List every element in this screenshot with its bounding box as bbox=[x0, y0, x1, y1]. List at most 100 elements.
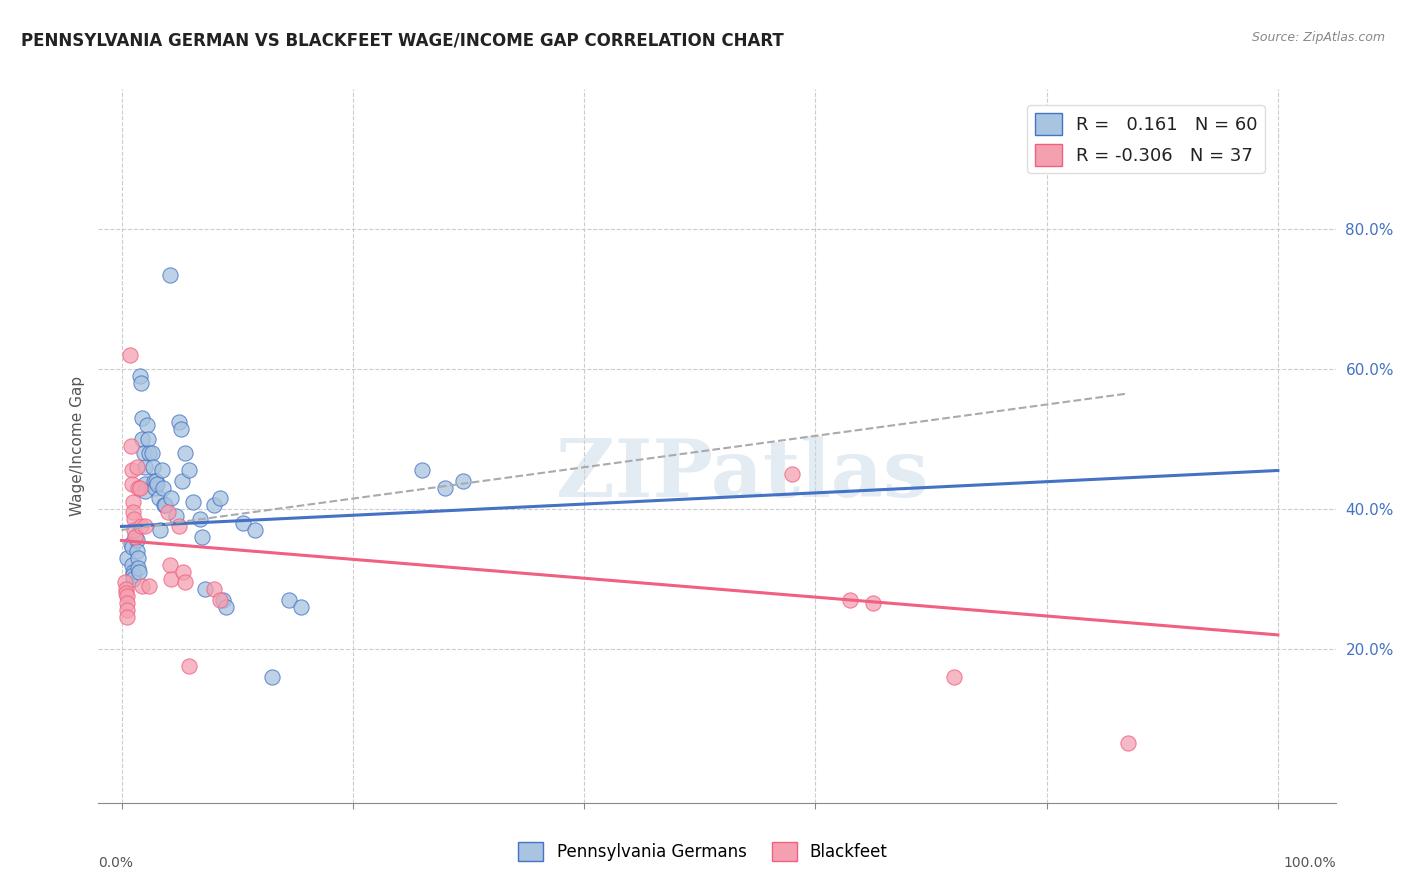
Point bbox=[138, 579, 160, 593]
Point bbox=[202, 499, 225, 513]
Point bbox=[127, 550, 149, 565]
Point bbox=[159, 268, 181, 282]
Legend: R =   0.161   N = 60, R = -0.306   N = 37: R = 0.161 N = 60, R = -0.306 N = 37 bbox=[1028, 105, 1265, 173]
Point bbox=[122, 512, 145, 526]
Point bbox=[1116, 736, 1139, 750]
Point bbox=[129, 519, 152, 533]
Point bbox=[125, 544, 148, 558]
Point bbox=[129, 481, 152, 495]
Point bbox=[142, 460, 165, 475]
Point bbox=[122, 568, 145, 582]
Point bbox=[862, 596, 884, 610]
Point bbox=[128, 565, 150, 579]
Point bbox=[131, 432, 153, 446]
Point bbox=[839, 593, 862, 607]
Point bbox=[145, 474, 167, 488]
Point bbox=[153, 499, 176, 513]
Point bbox=[169, 519, 191, 533]
Point bbox=[115, 586, 138, 600]
Point bbox=[142, 474, 165, 488]
Point bbox=[127, 481, 149, 495]
Point bbox=[120, 537, 142, 551]
Point bbox=[124, 530, 146, 544]
Point bbox=[121, 541, 143, 555]
Point bbox=[129, 376, 152, 390]
Point bbox=[177, 463, 200, 477]
Point bbox=[127, 561, 149, 575]
Point bbox=[132, 446, 155, 460]
Point bbox=[260, 670, 283, 684]
Point bbox=[134, 460, 156, 475]
Point bbox=[134, 477, 156, 491]
Legend: Pennsylvania Germans, Blackfeet: Pennsylvania Germans, Blackfeet bbox=[512, 835, 894, 868]
Point bbox=[122, 572, 145, 586]
Point bbox=[169, 421, 191, 435]
Point bbox=[188, 512, 211, 526]
Point bbox=[243, 523, 266, 537]
Point bbox=[174, 575, 197, 590]
Point bbox=[136, 432, 159, 446]
Point bbox=[290, 599, 312, 614]
Text: PENNSYLVANIA GERMAN VS BLACKFEET WAGE/INCOME GAP CORRELATION CHART: PENNSYLVANIA GERMAN VS BLACKFEET WAGE/IN… bbox=[21, 31, 783, 49]
Point bbox=[208, 491, 231, 506]
Point bbox=[169, 415, 191, 429]
Point bbox=[177, 659, 200, 673]
Point bbox=[121, 463, 143, 477]
Point bbox=[174, 446, 197, 460]
Point bbox=[118, 348, 141, 362]
Point bbox=[451, 474, 474, 488]
Point bbox=[160, 572, 183, 586]
Point bbox=[943, 670, 966, 684]
Point bbox=[143, 481, 166, 495]
Point bbox=[150, 463, 173, 477]
Y-axis label: Wage/Income Gap: Wage/Income Gap bbox=[69, 376, 84, 516]
Point bbox=[122, 506, 145, 520]
Text: 100.0%: 100.0% bbox=[1284, 855, 1336, 870]
Point bbox=[232, 516, 254, 530]
Point bbox=[117, 596, 139, 610]
Point bbox=[149, 523, 172, 537]
Point bbox=[117, 603, 139, 617]
Point bbox=[148, 491, 170, 506]
Point bbox=[170, 474, 193, 488]
Point bbox=[117, 610, 139, 624]
Text: 0.0%: 0.0% bbox=[98, 855, 134, 870]
Point bbox=[131, 579, 153, 593]
Point bbox=[134, 519, 156, 533]
Point bbox=[214, 599, 236, 614]
Point bbox=[141, 446, 163, 460]
Point bbox=[155, 499, 177, 513]
Point bbox=[121, 477, 143, 491]
Point bbox=[152, 481, 174, 495]
Point bbox=[780, 467, 803, 481]
Point bbox=[434, 481, 457, 495]
Point bbox=[202, 582, 225, 597]
Point bbox=[125, 460, 148, 475]
Point bbox=[181, 495, 204, 509]
Point bbox=[115, 582, 138, 597]
Point bbox=[122, 565, 145, 579]
Point bbox=[191, 530, 214, 544]
Point bbox=[122, 523, 145, 537]
Point bbox=[124, 530, 146, 544]
Point bbox=[165, 508, 187, 523]
Point bbox=[136, 417, 159, 432]
Point bbox=[120, 439, 142, 453]
Point bbox=[194, 582, 217, 597]
Point bbox=[172, 565, 194, 579]
Point bbox=[117, 550, 139, 565]
Text: Source: ZipAtlas.com: Source: ZipAtlas.com bbox=[1251, 31, 1385, 45]
Point bbox=[138, 446, 160, 460]
Text: ZIPatlas: ZIPatlas bbox=[555, 435, 928, 514]
Point bbox=[146, 477, 169, 491]
Point bbox=[125, 533, 148, 548]
Point bbox=[156, 506, 179, 520]
Point bbox=[122, 495, 145, 509]
Point bbox=[121, 558, 143, 572]
Point bbox=[134, 484, 156, 499]
Point bbox=[114, 575, 136, 590]
Point bbox=[159, 558, 181, 572]
Point bbox=[131, 411, 153, 425]
Point bbox=[129, 369, 152, 384]
Point bbox=[117, 590, 139, 604]
